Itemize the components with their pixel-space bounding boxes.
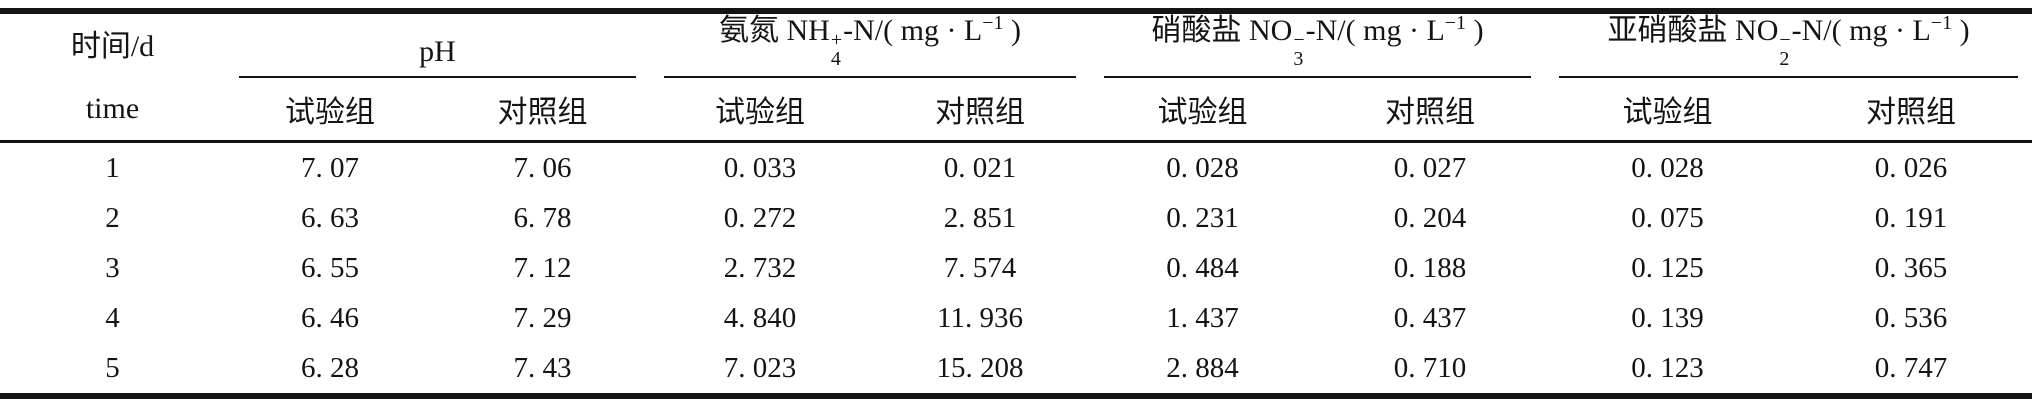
group-header-nitrite: 亚硝酸盐 NO −2 -N/( mg · L−1 ) (1545, 11, 2032, 78)
value-cell: 0. 139 (1631, 301, 1704, 334)
value-cell: 6. 63 (301, 201, 359, 234)
ammonia-test-group-header: 试验组 (650, 78, 871, 143)
value-cell: 6. 55 (301, 251, 359, 284)
ammonia-control-group-header: 对照组 (870, 78, 1091, 143)
ammonia-title-end: ) (1003, 14, 1022, 47)
value-cell: 11. 936 (937, 301, 1023, 334)
nitrate-test-group-header: 试验组 (1090, 78, 1316, 143)
value-cell: 7. 12 (513, 251, 572, 284)
time-cell: 4 (105, 301, 120, 334)
value-cell: 0. 123 (1631, 351, 1704, 384)
value-cell: 0. 365 (1874, 251, 1948, 284)
table-row: 3 6. 55 7. 12 2. 732 7. 574 0. 484 0. 188 0. 12… (0, 243, 2032, 293)
value-cell: 0. 033 (723, 151, 797, 184)
nitrate-title-pre: 硝酸盐 NO (1151, 14, 1293, 47)
value-cell: 7. 06 (513, 151, 572, 184)
nitrate-ion-subsup: −3 (1293, 29, 1305, 70)
value-cell: 15. 208 (936, 351, 1024, 384)
nitrite-ion-subsup: −2 (1779, 29, 1791, 70)
nitrite-title-end: ) (1952, 14, 1970, 47)
value-cell: 0. 710 (1393, 351, 1467, 384)
time-column-header: 时间/d time (0, 11, 225, 143)
group-header-ph: pH (225, 11, 650, 78)
value-cell: 2. 884 (1166, 351, 1239, 384)
value-cell: 2. 732 (723, 251, 797, 284)
nitrate-title-end: ) (1466, 14, 1484, 47)
nitrite-control-group-header: 对照组 (1790, 78, 2032, 143)
value-cell: 1. 437 (1166, 301, 1239, 334)
value-cell: 0. 021 (943, 151, 1017, 184)
nitrite-unit-exp: −1 (1930, 12, 1953, 34)
value-cell: 6. 28 (301, 351, 359, 384)
nitrate-title-mid: -N/( mg · L (1305, 14, 1445, 47)
water-quality-table: 时间/d time pH 氨氮 NH +4 -N/( mg · L−1 ) 硝酸盐 … (0, 8, 2032, 399)
value-cell: 7. 29 (513, 301, 572, 334)
value-cell: 6. 78 (513, 201, 572, 234)
nitrite-test-group-header: 试验组 (1545, 78, 1791, 143)
time-cell: 5 (105, 351, 120, 384)
subgroup-header-row: 试验组 对照组 试验组 对照组 试验组 对照组 试验组 对照组 (0, 78, 2032, 143)
value-cell: 0. 437 (1393, 301, 1467, 334)
ammonia-title-pre: 氨氮 NH (719, 14, 830, 47)
ammonia-ion-subsup: +4 (830, 29, 843, 70)
group-header-nitrate: 硝酸盐 NO −3 -N/( mg · L−1 ) (1090, 11, 1545, 78)
table-row: 1 7. 07 7. 06 0. 033 0. 021 0. 028 0. 027 0. 02… (0, 142, 2032, 194)
value-cell: 7. 43 (513, 351, 572, 384)
value-cell: 7. 574 (943, 251, 1017, 284)
nitrate-control-group-header: 对照组 (1315, 78, 1546, 143)
group-header-ammonia: 氨氮 NH +4 -N/( mg · L−1 ) (650, 11, 1090, 78)
value-cell: 6. 46 (301, 301, 359, 334)
nitrite-title-pre: 亚硝酸盐 NO (1607, 14, 1779, 47)
ph-title: pH (419, 34, 456, 68)
group-header-row: 时间/d time pH 氨氮 NH +4 -N/( mg · L−1 ) 硝酸盐 … (0, 11, 2032, 143)
value-cell: 0. 027 (1393, 151, 1467, 184)
time-cell: 3 (105, 251, 120, 284)
table-header: 时间/d time pH 氨氮 NH +4 -N/( mg · L−1 ) 硝酸盐 … (0, 11, 2032, 143)
time-label-en: time (85, 92, 140, 125)
table-body: 1 7. 07 7. 06 0. 033 0. 021 0. 028 0. 027 0. 02… (0, 142, 2032, 397)
value-cell: 0. 272 (723, 201, 797, 234)
value-cell: 0. 028 (1166, 151, 1239, 184)
value-cell: 0. 028 (1631, 151, 1704, 184)
value-cell: 0. 125 (1631, 251, 1704, 284)
nitrate-unit-exp: −1 (1444, 12, 1467, 34)
value-cell: 0. 191 (1874, 201, 1948, 234)
value-cell: 0. 075 (1631, 201, 1704, 234)
value-cell: 0. 747 (1874, 351, 1948, 384)
value-cell: 0. 204 (1393, 201, 1467, 234)
value-cell: 7. 07 (301, 151, 359, 184)
time-cell: 2 (105, 201, 120, 234)
value-cell: 0. 484 (1166, 251, 1239, 284)
ammonia-unit-exp: −1 (982, 12, 1004, 34)
value-cell: 2. 851 (943, 201, 1017, 234)
table-row: 2 6. 63 6. 78 0. 272 2. 851 0. 231 0. 204 0. 07… (0, 193, 2032, 243)
time-label-cn: 时间/d (70, 30, 155, 63)
value-cell: 0. 536 (1874, 301, 1948, 334)
value-cell: 0. 188 (1393, 251, 1467, 284)
ammonia-title-mid: -N/( mg · L (843, 14, 983, 47)
time-cell: 1 (105, 151, 120, 184)
value-cell: 4. 840 (723, 301, 797, 334)
value-cell: 7. 023 (723, 351, 797, 384)
ph-control-group-header: 对照组 (435, 78, 651, 143)
table-row: 4 6. 46 7. 29 4. 840 11. 936 1. 437 0. 437 0. 1… (0, 293, 2032, 343)
ph-test-group-header: 试验组 (225, 78, 435, 143)
nitrite-title-mid: -N/( mg · L (1791, 14, 1931, 47)
table-row: 5 6. 28 7. 43 7. 023 15. 208 2. 884 0. 710 0. 1… (0, 343, 2032, 396)
value-cell: 0. 231 (1166, 201, 1239, 234)
value-cell: 0. 026 (1874, 151, 1948, 184)
